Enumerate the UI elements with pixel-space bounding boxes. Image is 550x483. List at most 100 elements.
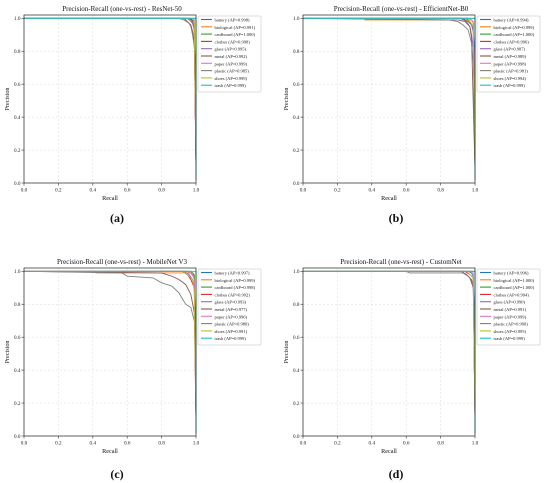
chart-title: Precision-Recall (one-vs-rest) - ResNet-… (62, 5, 182, 13)
x-axis-label: Recall (102, 195, 118, 202)
x-tick-label: 0.4 (90, 441, 97, 447)
legend-box (197, 15, 262, 93)
legend-label-0: battery (AP=0.994) (494, 18, 530, 23)
legend-label-5: metal (AP=0.977) (215, 307, 248, 312)
y-axis-label: Precision (283, 87, 290, 110)
x-tick-label: 0.2 (334, 188, 341, 194)
y-tick-label: 0.8 (14, 49, 21, 55)
legend-label-7: plastic (AP=0.981) (494, 69, 529, 74)
legend-label-3: clothes (AP=0.994) (494, 292, 530, 297)
y-tick-label: 0.6 (14, 335, 21, 341)
legend-label-9: trash (AP=0.999) (215, 83, 247, 88)
plot-area (24, 268, 196, 436)
x-tick-label: 0.8 (158, 188, 165, 194)
x-tick-label: 1.0 (193, 441, 200, 447)
legend-label-5: metal (AP=0.991) (494, 307, 527, 312)
x-tick-label: 0.8 (437, 188, 444, 194)
legend-label-6: paper (AP=0.999) (494, 314, 527, 319)
y-tick-label: 0.4 (293, 115, 300, 121)
x-tick-label: 0.8 (158, 441, 165, 447)
legend-label-7: plastic (AP=0.980) (215, 322, 250, 327)
plot-area (303, 268, 475, 436)
y-axis-label: Precision (4, 340, 11, 363)
y-tick-label: 0.2 (293, 401, 300, 407)
chart-panel-1: 0.0 0.2 0.4 0.6 0.8 1.0 0.0 0.2 0.4 0.6 0.8 1.0 Prec… (283, 5, 541, 202)
x-tick-label: 0.2 (334, 441, 341, 447)
legend-label-9: trash (AP=0.999) (215, 336, 247, 341)
legend-label-2: cardboard (AP=1.000) (215, 32, 256, 37)
legend-label-4: glass (AP=0.993) (215, 300, 247, 305)
legend-label-6: paper (AP=0.998) (494, 61, 527, 66)
y-tick-label: 1.0 (14, 269, 21, 275)
legend-label-1: biological (AP=0.999) (494, 25, 535, 30)
y-tick-label: 0.8 (293, 49, 300, 55)
series-line-7 (302, 17, 476, 81)
x-tick-label: 0.0 (21, 441, 28, 447)
x-tick-label: 0.6 (403, 441, 410, 447)
x-tick-label: 0.0 (300, 188, 307, 194)
x-tick-label: 0.6 (124, 441, 131, 447)
x-tick-label: 0.2 (55, 441, 62, 447)
legend-label-3: clothes (AP=0.998) (215, 39, 251, 44)
x-tick-label: 0.0 (21, 188, 28, 194)
y-tick-label: 0.8 (14, 302, 21, 308)
legend-label-4: glass (AP=0.987) (494, 47, 526, 52)
plot-area (24, 15, 196, 183)
legend-label-4: glass (AP=0.995) (215, 47, 247, 52)
y-tick-label: 0.0 (14, 181, 21, 187)
legend-label-3: clothes (AP=0.996) (494, 39, 530, 44)
legend-label-0: battery (AP=0.996) (494, 271, 530, 276)
y-tick-label: 0.4 (14, 368, 21, 374)
legend-label-8: shoes (AP=0.995) (494, 329, 527, 334)
legend-label-6: paper (AP=0.996) (215, 314, 248, 319)
caption-b: (b) (388, 211, 404, 225)
legend-label-9: trash (AP=0.999) (494, 336, 526, 341)
legend-label-1: biological (AP=0.991) (215, 25, 256, 30)
series-line-7 (23, 270, 197, 338)
y-tick-label: 0.6 (293, 82, 300, 88)
chart-title: Precision-Recall (one-vs-rest) - MobileN… (57, 258, 188, 266)
plot-frame (23, 267, 197, 437)
legend-label-3: clothes (AP=0.992) (215, 292, 251, 297)
legend-label-1: biological (AP=1.000) (494, 278, 535, 283)
plot-area (303, 15, 475, 183)
legend-box (476, 15, 541, 93)
x-tick-label: 0.4 (369, 188, 376, 194)
chart-panel-0: 0.0 0.2 0.4 0.6 0.8 1.0 0.0 0.2 0.4 0.6 0.8 1.0 Prec… (4, 5, 262, 202)
y-tick-label: 0.0 (14, 434, 21, 440)
plot-frame (302, 14, 476, 184)
legend-label-0: battery (AP=0.997) (215, 271, 251, 276)
y-tick-label: 0.2 (14, 148, 21, 154)
x-axis-label: Recall (381, 448, 397, 455)
y-tick-label: 0.0 (293, 434, 300, 440)
legend-label-2: cardboard (AP=0.998) (215, 285, 256, 290)
legend-label-0: battery (AP=0.998) (215, 18, 251, 23)
y-tick-label: 0.8 (293, 302, 300, 308)
y-tick-label: 0.6 (293, 335, 300, 341)
plot-frame (23, 14, 197, 184)
legend-label-6: paper (AP=0.999) (215, 61, 248, 66)
y-tick-label: 0.0 (293, 181, 300, 187)
legend: battery (AP=0.997) biological (AP=0.999) c… (197, 268, 262, 346)
legend-label-5: metal (AP=0.992) (215, 54, 248, 59)
legend-label-2: cardboard (AP=1.000) (494, 32, 535, 37)
plot-frame (302, 267, 476, 437)
chart-title: Precision-Recall (one-vs-rest) - Efficie… (334, 5, 469, 13)
legend-label-4: glass (AP=0.990) (494, 300, 526, 305)
y-tick-label: 0.2 (14, 401, 21, 407)
x-tick-label: 0.4 (369, 441, 376, 447)
caption-d: (d) (388, 467, 404, 481)
x-tick-label: 0.6 (403, 188, 410, 194)
caption-a: (a) (110, 211, 124, 225)
legend-box (476, 268, 541, 346)
x-tick-label: 0.6 (124, 188, 131, 194)
legend-label-8: shoes (AP=0.991) (215, 329, 248, 334)
legend: battery (AP=0.994) biological (AP=0.999) c… (476, 15, 541, 93)
x-tick-label: 1.0 (472, 188, 479, 194)
legend-label-5: metal (AP=0.989) (494, 54, 527, 59)
legend-label-2: cardboard (AP=1.000) (494, 285, 535, 290)
legend-label-8: shoes (AP=0.994) (494, 76, 527, 81)
y-tick-label: 0.4 (293, 368, 300, 374)
legend-label-8: shoes (AP=0.999) (215, 76, 248, 81)
